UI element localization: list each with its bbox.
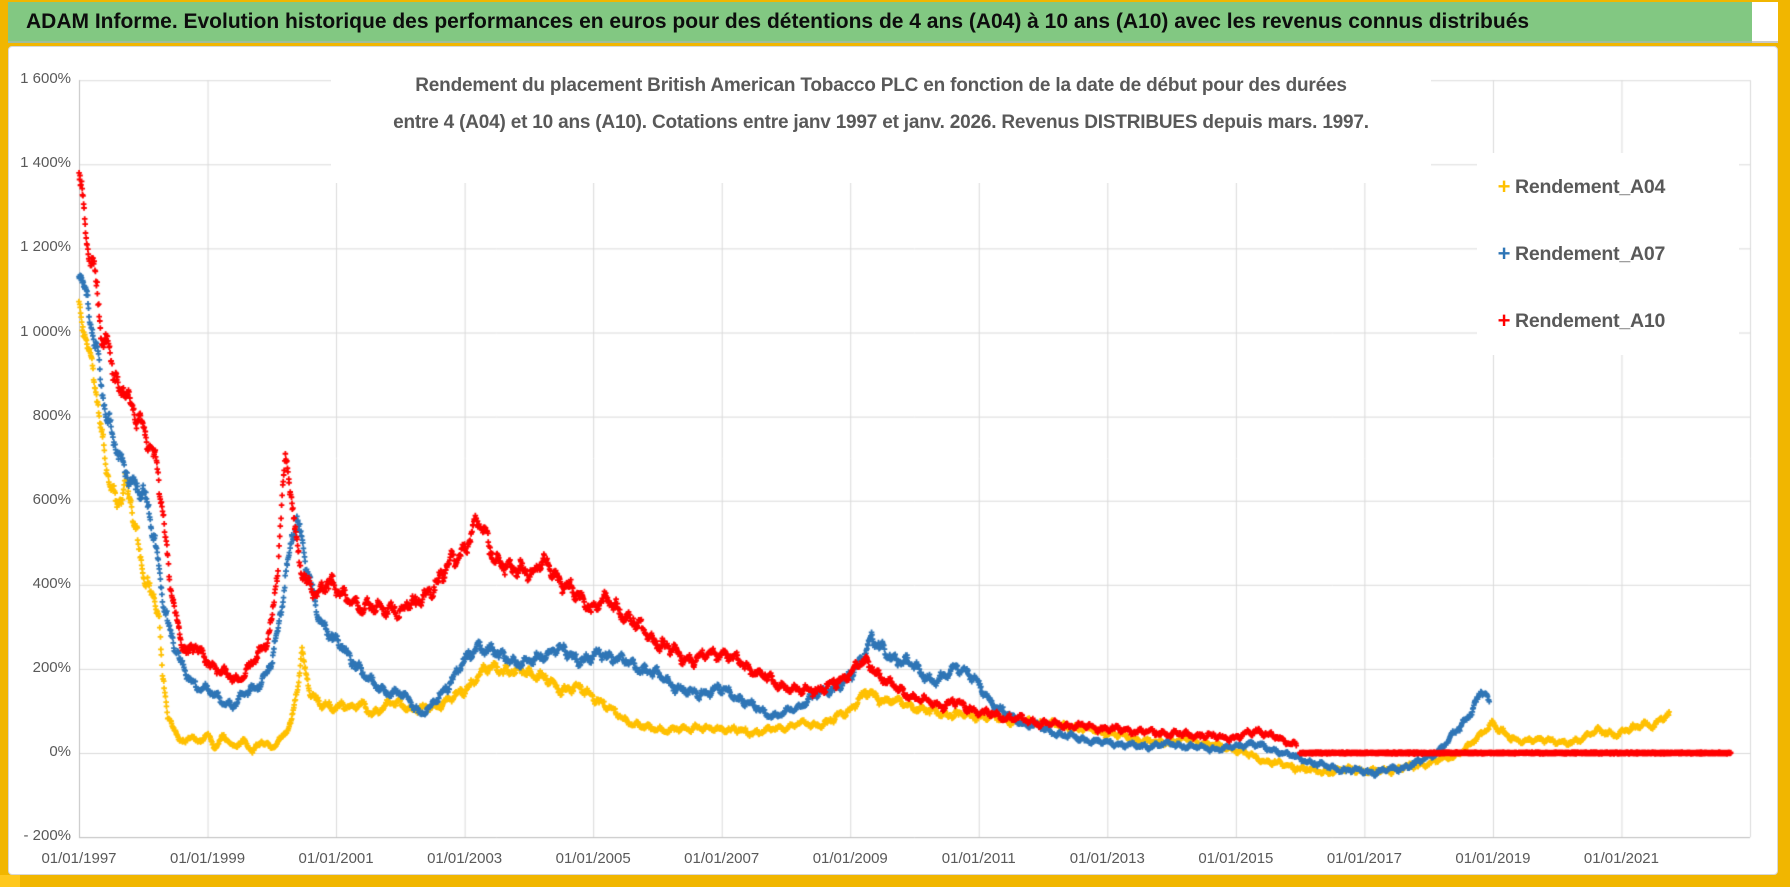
y-axis-label: 1 600%: [20, 70, 71, 88]
x-axis-label: 01/01/2011: [941, 850, 1016, 867]
x-axis-label: 01/01/2021: [1583, 850, 1659, 867]
plus-marker-icon: +: [1497, 241, 1511, 266]
page-title: ADAM Informe. Evolution historique des p…: [26, 9, 1530, 33]
y-axis-label: 600%: [32, 490, 71, 508]
y-axis-label: - 200%: [23, 827, 71, 845]
x-axis-label: 01/01/2017: [1326, 850, 1402, 867]
legend-item-a07[interactable]: + Rendement_A07: [1493, 234, 1739, 274]
plus-marker-icon: +: [1497, 308, 1511, 333]
chart-title: Rendement du placement British American …: [331, 55, 1431, 183]
y-axis-label: 0%: [49, 743, 71, 760]
x-axis-label: 01/01/2001: [298, 850, 374, 867]
x-axis-label: 01/01/1997: [41, 850, 117, 867]
x-axis-label: 01/01/1999: [169, 850, 246, 867]
legend-label-a04: Rendement_A04: [1515, 175, 1666, 198]
x-axis-label: 01/01/2019: [1455, 850, 1531, 867]
y-axis-label: 1 400%: [20, 154, 71, 172]
y-axis-label: 400%: [32, 574, 71, 592]
x-axis-label: 01/01/2003: [427, 850, 503, 867]
header-bar: ADAM Informe. Evolution historique des p…: [8, 2, 1752, 43]
legend-item-a04[interactable]: + Rendement_A04: [1493, 167, 1739, 207]
y-axis-labels: 1 600% 1 400% 1 200% 1 000% 800% 600% 400% 200%…: [9, 47, 71, 876]
chart-frame[interactable]: 1 600% 1 400% 1 200% 1 000% 800% 600% 400% 200%…: [8, 46, 1778, 875]
chart-title-line1: Rendement du placement British American …: [415, 75, 1347, 96]
legend-item-a10[interactable]: + Rendement_A10: [1493, 301, 1739, 341]
legend: + Rendement_A04 + Rendement_A07 + Rendem…: [1477, 153, 1739, 355]
legend-label-a07: Rendement_A07: [1515, 242, 1666, 265]
y-axis-label: 1 200%: [20, 238, 71, 256]
x-axis-label: 01/01/2005: [555, 850, 631, 867]
corner-accent: [0, 875, 20, 887]
legend-label-a10: Rendement_A10: [1515, 309, 1666, 332]
plus-marker-icon: +: [1497, 174, 1511, 199]
y-axis-label: 1 000%: [20, 322, 71, 340]
x-axis-labels: 01/01/1997 01/01/1999 01/01/2001 01/01/2003…: [9, 47, 1779, 876]
x-axis-label: 01/01/2015: [1198, 850, 1274, 867]
y-axis-label: 200%: [32, 658, 71, 676]
chart-title-line2: entre 4 (A04) et 10 ans (A10). Cotations…: [393, 112, 1369, 133]
header-gap-cell: [1752, 2, 1778, 43]
y-axis-label: 800%: [32, 406, 71, 424]
x-axis-label: 01/01/2013: [1069, 850, 1145, 867]
x-axis-label: 01/01/2009: [812, 850, 888, 867]
x-axis-label: 01/01/2007: [684, 850, 760, 867]
